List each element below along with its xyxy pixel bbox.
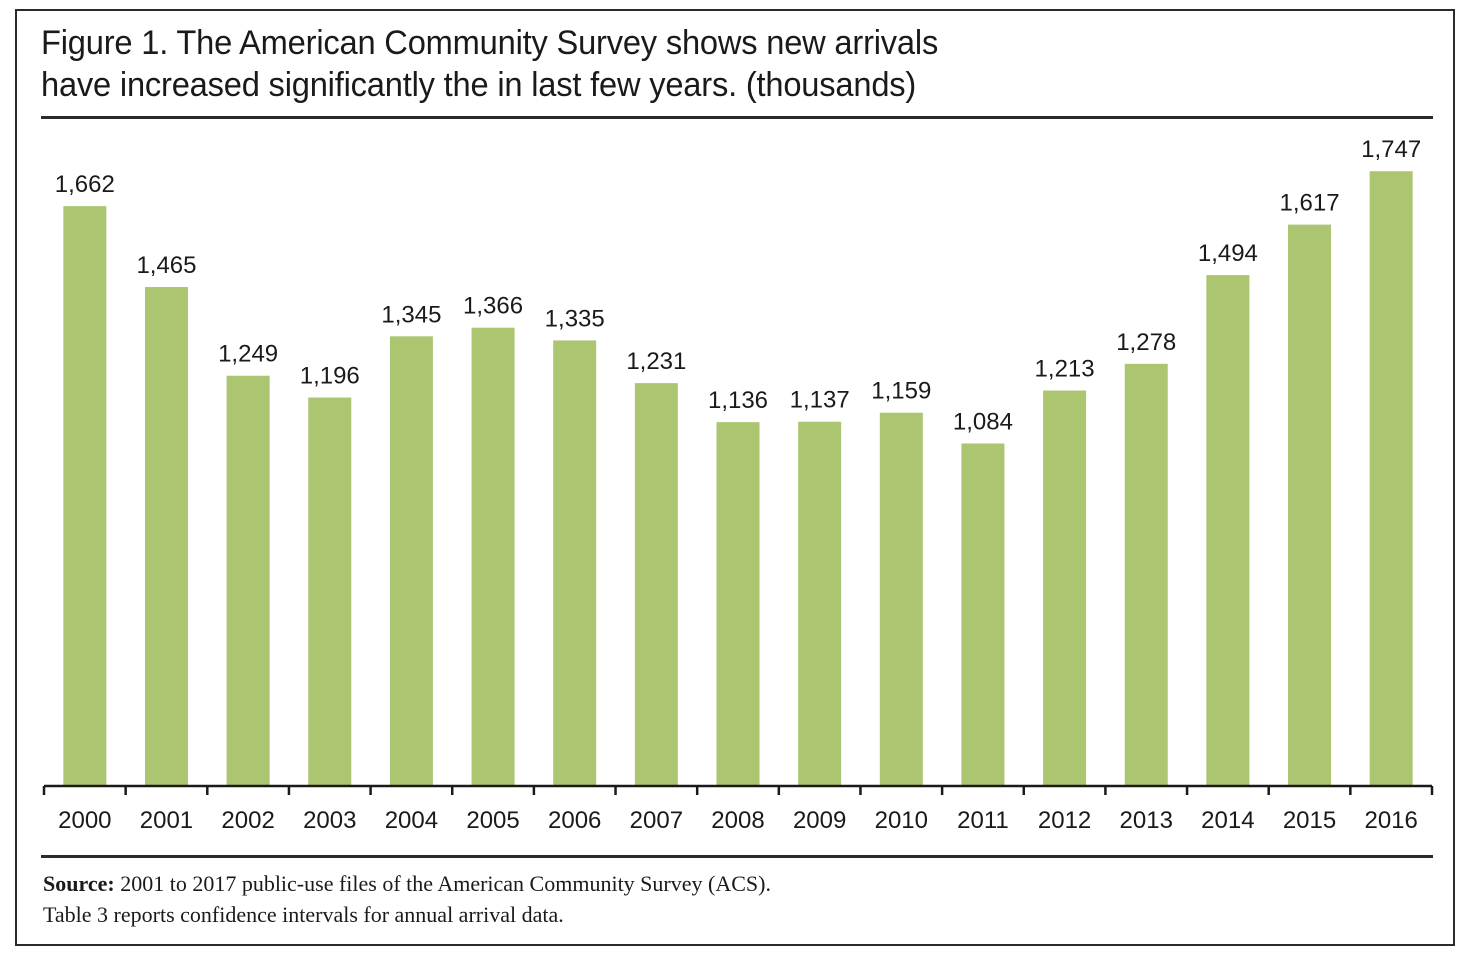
value-label-2015: 1,617 (1279, 190, 1339, 217)
x-tick-label-2015: 2015 (1283, 807, 1336, 834)
title-divider (41, 116, 1433, 119)
value-label-2004: 1,345 (381, 301, 441, 328)
value-label-2002: 1,249 (218, 341, 278, 368)
value-label-2003: 1,196 (300, 363, 360, 390)
x-tick-label-2001: 2001 (140, 807, 193, 834)
bar-2014 (1206, 275, 1250, 786)
value-label-2007: 1,231 (626, 348, 686, 375)
value-label-2001: 1,465 (136, 252, 196, 279)
bar-2009 (798, 421, 842, 786)
x-tick-label-2010: 2010 (875, 807, 928, 834)
x-tick-labels-group: 2000 2001 2002 2003 2004 2005 2006 2007 2008 2009… (58, 807, 1418, 834)
x-tick-label-2009: 2009 (793, 807, 846, 834)
bar-2007 (634, 383, 678, 786)
value-label-2016: 1,747 (1361, 136, 1421, 163)
source-text: 2001 to 2017 public-use files of the Ame… (114, 871, 771, 896)
chart-title-line-1: Figure 1. The American Community Survey … (41, 24, 939, 62)
x-tick-label-2006: 2006 (548, 807, 601, 834)
bar-2010 (879, 412, 923, 786)
bar-2000 (63, 206, 107, 786)
bar-2012 (1043, 390, 1087, 786)
value-label-2010: 1,159 (871, 378, 931, 405)
value-label-2006: 1,335 (545, 305, 605, 332)
bar-2015 (1288, 224, 1332, 787)
x-tick-label-2007: 2007 (630, 807, 683, 834)
bar-2006 (553, 340, 597, 786)
chart-title: Figure 1. The American Community Survey … (41, 22, 1193, 106)
value-label-2014: 1,494 (1198, 240, 1258, 267)
bar-2004 (389, 336, 433, 786)
note-line: Table 3 reports confidence intervals for… (43, 902, 564, 927)
x-tick-label-2013: 2013 (1120, 807, 1173, 834)
value-label-2009: 1,137 (790, 387, 850, 414)
x-tick-label-2016: 2016 (1364, 807, 1417, 834)
x-axis (42, 784, 1434, 795)
value-label-2000: 1,662 (55, 171, 115, 198)
value-label-2011: 1,084 (953, 409, 1013, 436)
bar-2013 (1124, 363, 1168, 786)
source-label: Source: (43, 871, 115, 896)
x-tick-label-2005: 2005 (466, 807, 519, 834)
bar-2001 (144, 287, 188, 786)
figure-frame (15, 9, 1455, 946)
x-tick-label-2003: 2003 (303, 807, 356, 834)
value-label-2008: 1,136 (708, 387, 768, 414)
bar-2005 (471, 327, 515, 786)
bar-2008 (716, 422, 760, 786)
x-tick-label-2002: 2002 (221, 807, 274, 834)
bar-2016 (1369, 171, 1413, 786)
bar-2011 (961, 443, 1005, 786)
source-note: Source: 2001 to 2017 public-use files of… (43, 868, 771, 930)
x-tick-label-2000: 2000 (58, 807, 111, 834)
footer-divider (41, 855, 1433, 858)
bar-2003 (308, 397, 352, 786)
x-tick-label-2011: 2011 (957, 807, 1009, 834)
bar-2002 (226, 375, 270, 786)
value-label-2013: 1,278 (1116, 329, 1176, 356)
x-tick-label-2008: 2008 (711, 807, 764, 834)
x-tick-label-2014: 2014 (1201, 807, 1254, 834)
x-tick-label-2004: 2004 (385, 807, 438, 834)
chart-title-line-2: have increased significantly the in last… (41, 66, 917, 104)
x-tick-label-2012: 2012 (1038, 807, 1091, 834)
value-labels-group: 1,662 1,465 1,249 1,196 1,345 1,366 1,335 1,231… (55, 136, 1421, 435)
value-label-2005: 1,366 (463, 293, 523, 320)
source-line: Source: 2001 to 2017 public-use files of… (43, 868, 771, 899)
value-label-2012: 1,213 (1035, 356, 1095, 383)
bars-group (63, 171, 1413, 787)
